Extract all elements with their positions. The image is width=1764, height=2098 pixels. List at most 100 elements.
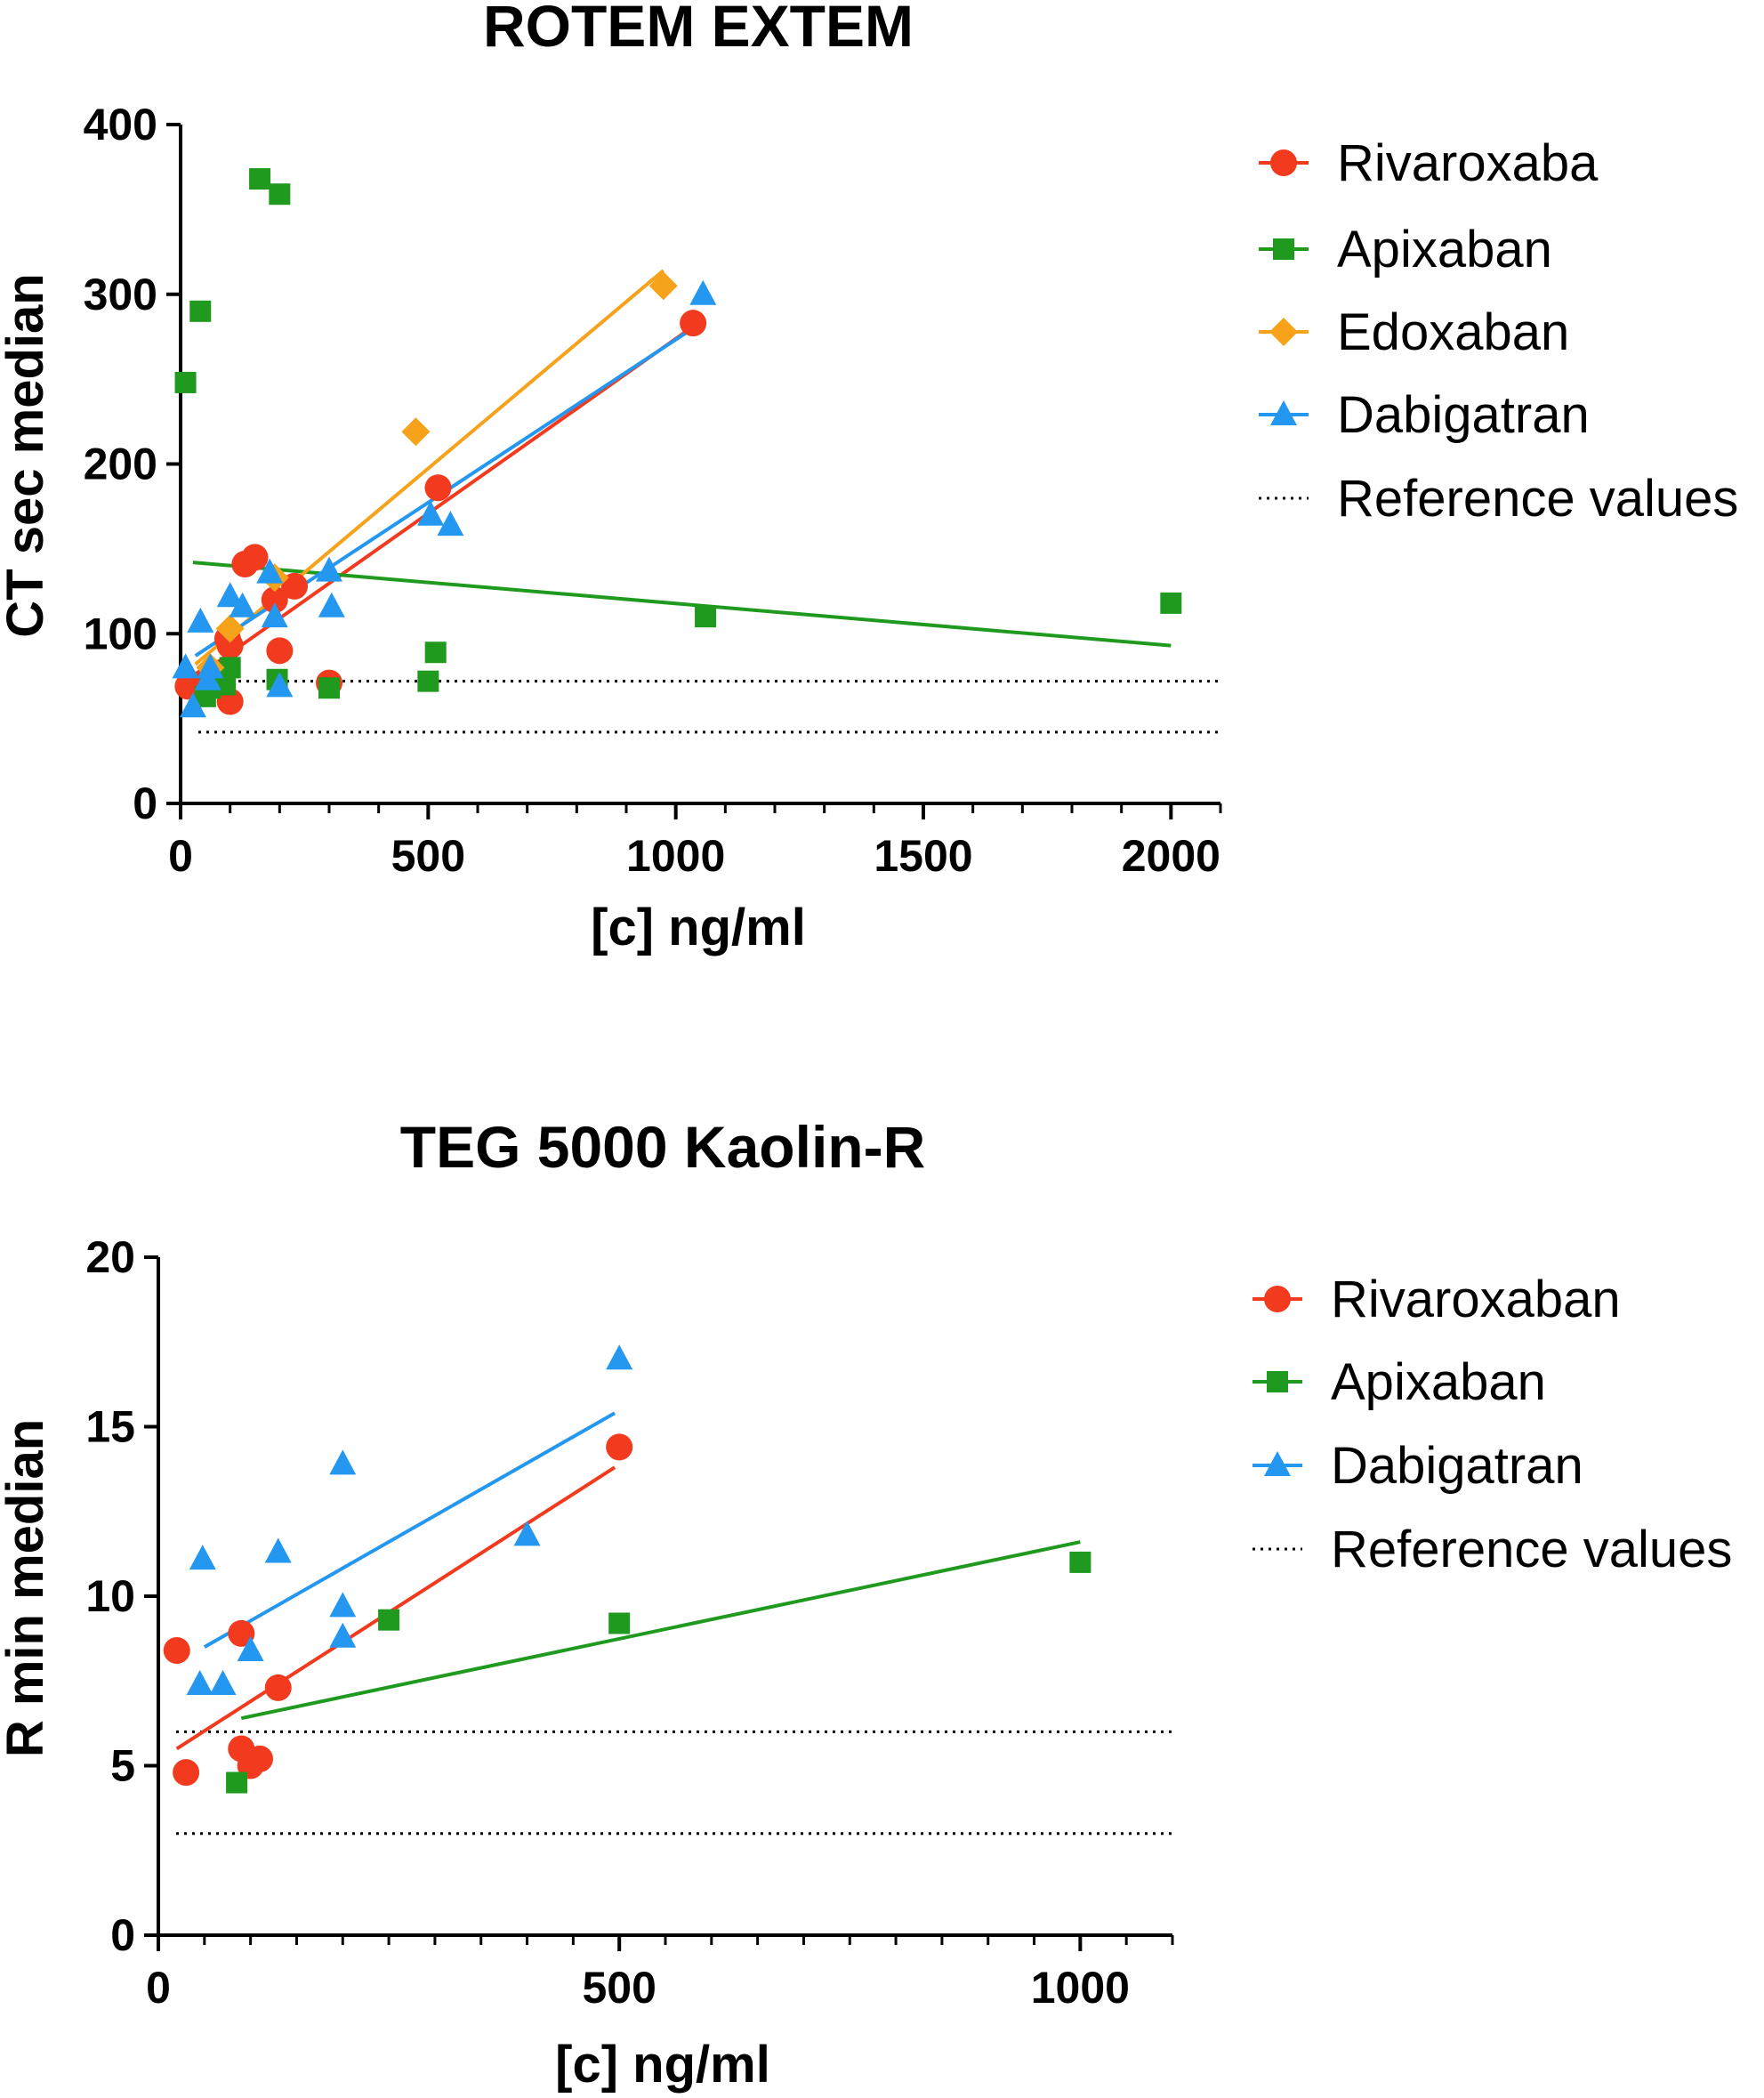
legend-dabigatran-marker [1270,400,1297,425]
x-tick-label: 500 [582,1963,656,2013]
dabigatran-point [229,592,256,617]
dabigatran-point [437,511,464,537]
legend-apixaban-marker [1267,1371,1288,1392]
legend-edoxaban-marker [1269,318,1298,346]
dabigatran-point [187,607,214,633]
rivaroxaban-point [281,572,309,600]
y-tick-label: 5 [110,1741,135,1791]
y-tick-label: 0 [110,1910,135,1960]
legend-reference-label: Reference values [1337,470,1738,528]
legend-rivaroxaban-label: Rivaroxaba [1337,134,1599,192]
legend-edoxaban-label: Edoxaban [1337,303,1569,361]
apixaban-point [1160,592,1182,614]
axes: 0 100 200 300 400 0 500 1000 1500 2000 [84,100,1222,881]
dabigatran-point [318,592,345,617]
dabigatran-point [417,500,445,526]
dabigatran-fit-line [203,1411,616,1649]
dabigatran-point [237,1635,264,1661]
dabigatran-point [179,692,206,718]
legend-apixaban-label: Apixaban [1337,221,1552,278]
legend-rivaroxaban-label: Rivaroxaban [1331,1271,1621,1328]
legend-apixaban-marker [1273,238,1294,260]
apixaban-point [378,1609,400,1631]
rivaroxaban-point [246,1745,273,1772]
rivaroxaban-point [606,1433,633,1461]
apixaban-point [269,183,291,206]
dabigatran-point [189,1545,216,1570]
rivaroxaban-point [266,637,294,665]
dabigatran-point [261,602,288,628]
legend-rivaroxaban-marker [1264,1286,1291,1312]
apixaban-fit-line [240,1540,1081,1721]
chart-title: TEG 5000 Kaolin-R [400,1114,926,1180]
dabigatran-point [172,653,199,679]
legend: Rivaroxaban Apixaban Dabigatran Reference v… [1253,1271,1732,1578]
apixaban-point [174,371,197,393]
x-tick-label: 1000 [1031,1963,1130,2013]
legend-reference-label: Reference values [1331,1521,1732,1578]
rotem-extem-chart: ROTEM EXTEM [c] ng/ml CT sec median 0 100… [0,0,1738,956]
dabigatran-point [197,653,224,679]
apixaban-point [189,300,212,322]
apixaban-point [249,168,271,190]
y-tick-label: 300 [84,270,157,319]
x-tick-label: 0 [168,831,193,881]
legend-dabigatran-label: Dabigatran [1331,1437,1583,1495]
legend-dabigatran-marker [1264,1451,1291,1476]
dabigatran-point [216,582,244,608]
y-axis-label: R min median [0,1419,54,1757]
y-tick-label: 10 [85,1571,135,1621]
apixaban-point [226,1771,248,1794]
dabigatran-point [186,1670,213,1696]
chart-title: ROTEM EXTEM [483,0,914,59]
dabigatran-point [329,1449,357,1475]
dabigatran-point [316,556,342,582]
x-axis-label: [c] ng/ml [555,2036,770,2094]
teg-5000-kaolin-r-chart: TEG 5000 Kaolin-R [c] ng/ml R min median… [0,1114,1732,2094]
rivaroxaban-point [173,1759,200,1787]
dabigatran-point [264,1537,292,1563]
data-points [172,168,1182,718]
y-axis-label: CT sec median [0,273,54,637]
fit-lines [187,269,1172,685]
rivaroxaban-point [680,310,707,337]
axes: 0 5 10 15 20 0 500 1000 [85,1232,1174,2013]
apixaban-fit-line [192,561,1172,648]
dabigatran-point [256,558,284,584]
y-tick-label: 400 [84,100,157,149]
legend: Rivaroxaba Apixaban Edoxaban Dabigatran Refe… [1259,134,1738,528]
rivaroxaban-point [216,632,244,659]
y-tick-label: 100 [84,609,157,658]
x-tick-label: 0 [146,1963,171,2013]
apixaban-point [318,677,340,699]
dabigatran-point [513,1521,541,1546]
rivaroxaban-point [228,1619,255,1647]
y-tick-label: 200 [84,440,157,489]
dabigatran-point [266,672,294,698]
rivaroxaban-point [264,1674,292,1701]
x-axis-label: [c] ng/ml [591,899,806,956]
dabigatran-point [689,279,717,305]
y-tick-label: 0 [133,779,157,828]
edoxaban-point [215,614,245,643]
rivaroxaban-point [163,1636,190,1664]
fit-lines [175,1411,1081,1751]
legend-rivaroxaban-marker [1270,149,1297,176]
reference-lines [198,680,1220,734]
dabigatran-point [209,1670,237,1696]
x-tick-label: 2000 [1122,831,1220,881]
rivaroxaban-fit-line [175,1465,616,1751]
rivaroxaban-point [424,474,452,502]
x-tick-label: 1000 [626,831,725,881]
y-tick-label: 15 [85,1402,135,1452]
data-points [163,1344,1091,1794]
dabigatran-point [329,1592,357,1618]
edoxaban-point [648,271,678,301]
x-tick-label: 1500 [874,831,972,881]
apixaban-point [424,642,447,664]
apixaban-point [608,1612,631,1634]
dabigatran-point [329,1622,357,1648]
edoxaban-point [401,417,431,447]
dabigatran-point [606,1344,633,1370]
